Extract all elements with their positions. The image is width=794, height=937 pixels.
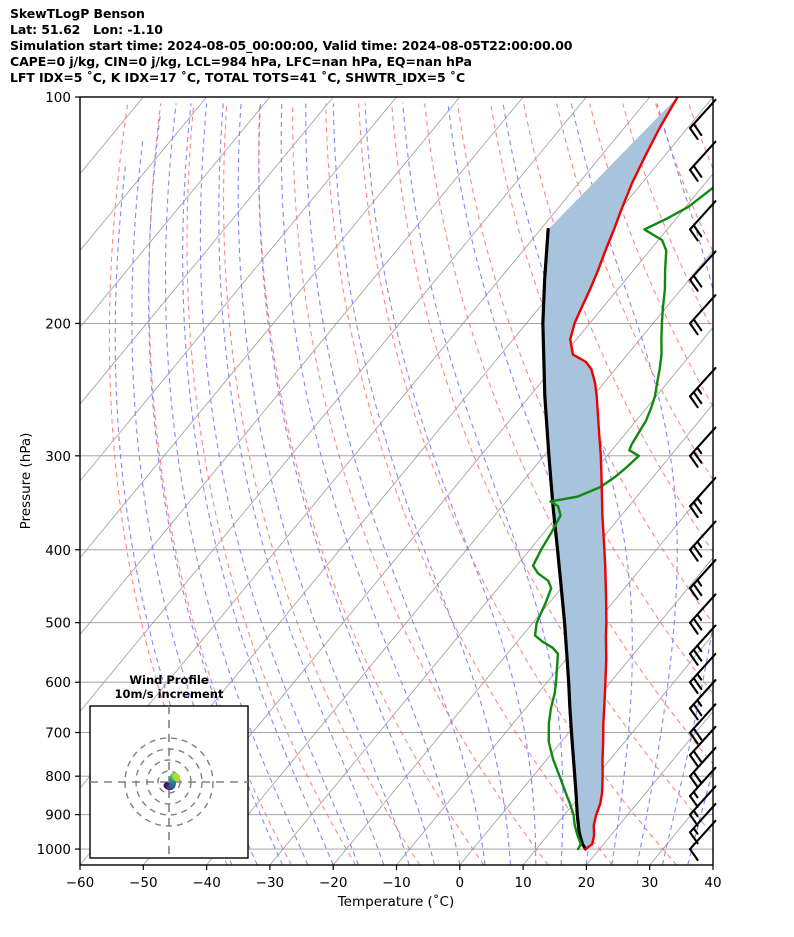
wind-barb <box>688 98 717 141</box>
hodograph-title-line1: Wind Profile <box>129 673 209 687</box>
temperature-profile <box>569 97 679 851</box>
isotherm-lines <box>80 97 713 865</box>
y-axis-ticks: 100 200 300 400 500 600 700 800 900 1000 <box>37 90 80 858</box>
wind-barb <box>688 200 717 242</box>
simulation-times: Simulation start time: 2024-08-05_00:00:… <box>10 38 573 53</box>
wind-barb <box>688 725 717 768</box>
y-tick-label: 100 <box>45 90 71 106</box>
wind-barb <box>688 746 717 789</box>
y-axis-title: Pressure (hPa) <box>18 433 34 530</box>
x-tick-label: −60 <box>66 875 95 891</box>
wind-barb-column <box>688 98 717 862</box>
wind-barb <box>688 520 717 562</box>
wind-barb <box>688 766 717 808</box>
y-tick-label: 500 <box>45 616 71 632</box>
wind-barb <box>688 294 717 336</box>
wind-barb <box>688 366 717 409</box>
x-tick-label: 40 <box>704 875 721 891</box>
cape-cin-indices: CAPE=0 j/kg, CIN=0 j/kg, LCL=984 hPa, LF… <box>10 54 472 69</box>
y-tick-label: 700 <box>45 726 71 742</box>
hodograph-title-line2: 10m/s increment <box>115 687 224 701</box>
x-tick-label: −20 <box>319 875 348 891</box>
y-tick-label: 1000 <box>37 842 71 858</box>
wind-barb <box>688 803 717 845</box>
x-tick-label: −50 <box>129 875 158 891</box>
dewpoint-profile <box>531 186 713 851</box>
x-tick-label: −30 <box>256 875 285 891</box>
y-tick-label: 800 <box>45 769 71 785</box>
wind-barb <box>688 593 717 635</box>
y-tick-label: 200 <box>45 316 71 332</box>
y-tick-label: 900 <box>45 808 71 824</box>
y-tick-label: 300 <box>45 449 71 465</box>
x-tick-label: 30 <box>641 875 658 891</box>
cape-shaded-area <box>542 97 678 850</box>
wind-barb <box>688 624 717 666</box>
wind-barb <box>688 652 717 695</box>
stability-indices: LFT IDX=5 ˚C, K IDX=17 ˚C, TOTAL TOTS=41… <box>10 70 466 85</box>
x-axis-ticks: −60 −50 −40 −30 −20 −10 0 10 20 30 40 <box>66 865 722 891</box>
hodograph-trace <box>163 772 181 791</box>
hodograph-grid <box>90 706 248 858</box>
x-tick-label: −40 <box>192 875 221 891</box>
wind-barb <box>688 558 717 601</box>
wind-barb <box>688 250 717 292</box>
x-tick-label: 0 <box>456 875 465 891</box>
x-tick-label: 10 <box>515 875 532 891</box>
figure-title: SkewTLogP Benson <box>10 6 145 21</box>
wind-barb <box>688 819 717 862</box>
y-tick-label: 400 <box>45 543 71 559</box>
wind-barb <box>688 785 717 827</box>
y-tick-label: 600 <box>45 675 71 691</box>
station-coordinates: Lat: 51.62 Lon: -1.10 <box>10 22 163 37</box>
parcel-trace <box>541 227 588 851</box>
wind-barb <box>688 140 717 182</box>
wind-barb <box>688 476 717 519</box>
x-tick-label: 20 <box>578 875 595 891</box>
x-tick-label: −10 <box>382 875 411 891</box>
wind-barb <box>688 703 717 745</box>
wind-barb <box>688 426 717 468</box>
wind-barb <box>688 679 717 721</box>
x-axis-title: Temperature (˚C) <box>337 893 455 910</box>
